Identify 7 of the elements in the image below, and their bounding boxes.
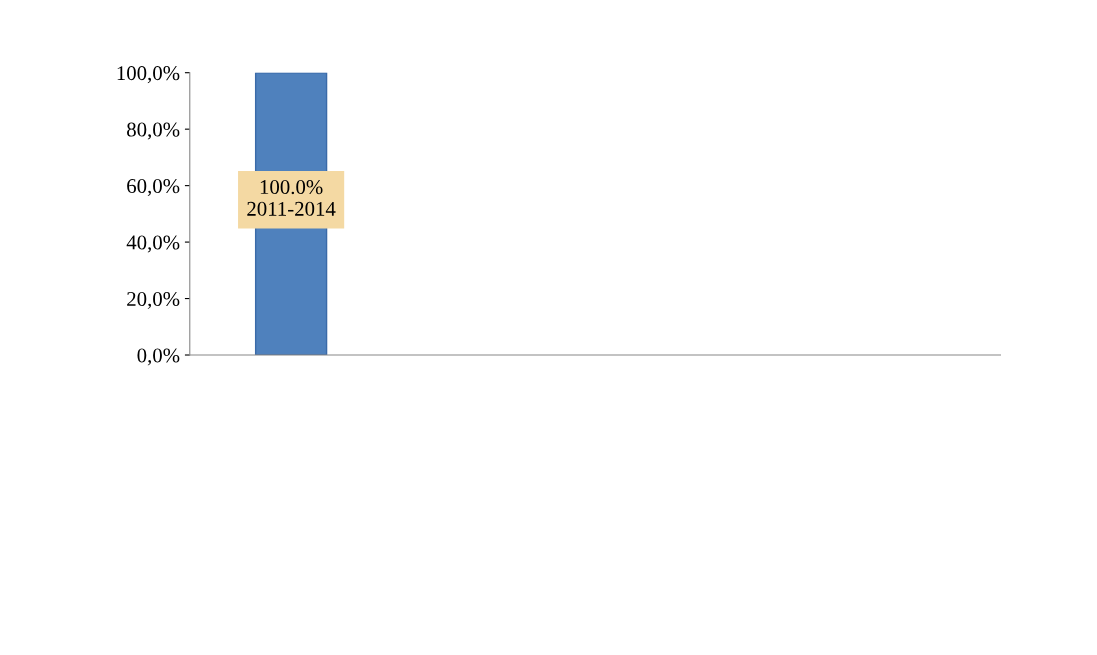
y-tick-label: 0,0% bbox=[137, 348, 180, 366]
y-tick-label: 60,0% bbox=[127, 179, 180, 197]
y-tick-label: 100,0% bbox=[117, 66, 180, 84]
y-tick-label: 20,0% bbox=[127, 291, 180, 309]
data-label: 100.0% 2011-2014 bbox=[247, 180, 336, 216]
y-tick-label: 40,0% bbox=[126, 235, 180, 253]
y-tick-label: 80,0% bbox=[127, 122, 180, 140]
